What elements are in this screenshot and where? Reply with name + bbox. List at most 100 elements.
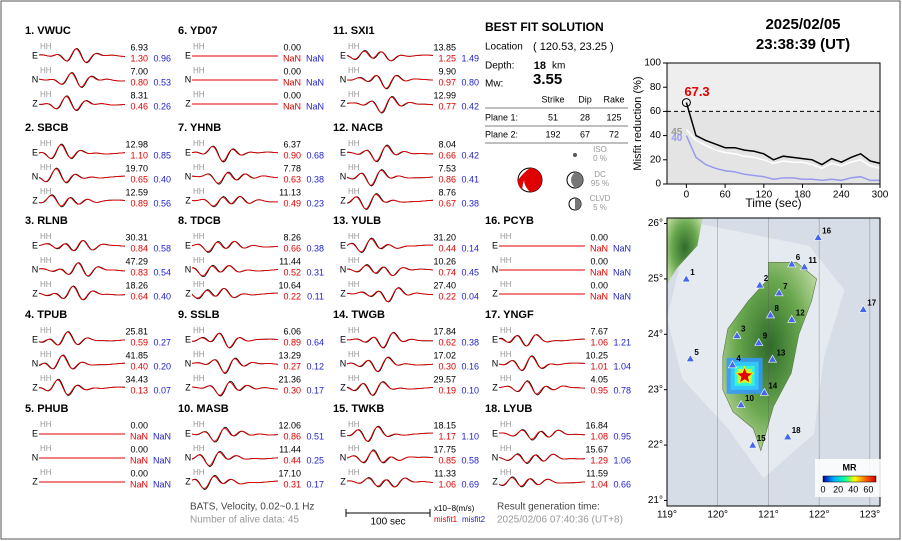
amplitude: 7.67 [590, 326, 608, 336]
station-label: 10 [745, 394, 754, 403]
station-title: 3. RLNB [25, 215, 68, 227]
amplitude: 13.29 [278, 350, 301, 360]
misfit2: 0.20 [153, 361, 171, 371]
misfit2: NaN [306, 101, 324, 111]
station [755, 280, 765, 289]
synthetic-trace [38, 240, 126, 252]
component: N [32, 74, 39, 84]
amplitude: 18.26 [125, 280, 148, 290]
colorbar-tick: 0 [820, 484, 825, 494]
station-title: 8. TDCB [178, 215, 221, 227]
observed-trace [191, 380, 278, 397]
station-label: 1 [690, 268, 695, 277]
component: Z [185, 288, 191, 298]
misfit1: 0.77 [438, 101, 456, 111]
misfit1: 0.63 [283, 174, 301, 184]
synthetic-trace [191, 240, 279, 252]
component: E [32, 147, 38, 157]
channel: HH [348, 280, 360, 289]
station-label: 14 [768, 382, 777, 391]
station-title: 12. NACB [333, 122, 383, 134]
synthetic-trace [38, 379, 125, 396]
component: E [32, 334, 38, 344]
x-tick-label: 60 [720, 190, 732, 201]
component: E [32, 50, 38, 60]
component: E [492, 240, 498, 250]
misfit1: 0.40 [130, 361, 148, 371]
station-title: 15. TWKB [333, 403, 384, 415]
channel: HH [500, 280, 512, 289]
channel: HH [348, 139, 360, 148]
station-title: 10. MASB [178, 403, 229, 415]
channel: HH [500, 350, 512, 359]
x-tick-label: 0 [684, 190, 690, 201]
map-x-label: 122° [809, 510, 830, 521]
misfit2: 0.64 [306, 337, 324, 347]
synthetic-trace [191, 287, 278, 299]
misfit2: 0.38 [306, 243, 324, 253]
component: Z [340, 382, 346, 392]
scale-label: 100 sec [370, 517, 405, 528]
misfit1: 0.86 [438, 174, 456, 184]
synthetic-trace [191, 332, 279, 349]
observed-trace [38, 194, 126, 208]
iso-dot [573, 153, 577, 157]
station-label: 12 [796, 308, 805, 317]
amplitude: 0.00 [130, 444, 148, 454]
amplitude: 11.44 [279, 444, 301, 454]
misfit2-key: misfit2 [462, 515, 486, 524]
misfit1-key: misfit1 [434, 515, 458, 524]
channel: HH [193, 468, 205, 477]
map-x-label: 121° [758, 510, 779, 521]
station [759, 387, 769, 396]
gen-label: Result generation time: [497, 502, 600, 513]
component: Z [340, 288, 346, 298]
beachball-fill [524, 168, 542, 192]
misfit1: 0.65 [130, 174, 148, 184]
misfit2: 0.78 [613, 385, 631, 395]
map-frame [666, 217, 881, 507]
misfit2: NaN [613, 291, 631, 301]
misfit2: 0.27 [153, 337, 171, 347]
channel: HH [500, 256, 512, 265]
synthetic-trace [191, 358, 279, 374]
channel: HH [40, 350, 52, 359]
misfit2: 0.16 [461, 361, 479, 371]
channel: HH [193, 232, 205, 241]
synthetic-trace [191, 451, 279, 467]
channel: HH [40, 444, 52, 453]
component: N [185, 171, 192, 181]
plane-value: 67 [580, 129, 590, 139]
synthetic-trace [346, 450, 434, 463]
synthetic-trace [347, 332, 433, 349]
station [858, 304, 868, 313]
channel: HH [193, 187, 205, 196]
amplitude: 0.00 [590, 256, 608, 266]
synthetic-trace [38, 286, 126, 300]
amplitude: 0.00 [130, 468, 148, 478]
dc-fill [571, 172, 583, 188]
station [787, 259, 797, 268]
misfit1: 1.06 [590, 337, 608, 347]
channel: HH [40, 420, 52, 429]
component: Z [32, 98, 38, 108]
map-x-label: 123° [860, 510, 881, 521]
component: N [185, 358, 192, 368]
misfit1: 0.86 [283, 431, 301, 441]
component: N [32, 171, 39, 181]
misfit1: 0.66 [438, 150, 456, 160]
misfit1: 0.90 [283, 150, 301, 160]
amplitude: 8.76 [438, 187, 456, 197]
synthetic-trace [191, 381, 278, 396]
channel: HH [348, 374, 360, 383]
misfit2: 0.23 [306, 198, 324, 208]
station-label: 8 [774, 304, 779, 313]
component: Z [32, 476, 38, 486]
synthetic-trace [38, 144, 126, 159]
misfit1: 1.29 [590, 455, 608, 465]
amplitude: 16.84 [585, 420, 608, 430]
clvd-fill [575, 198, 581, 210]
map-x-label: 119° [657, 510, 677, 521]
channel: HH [348, 326, 360, 335]
